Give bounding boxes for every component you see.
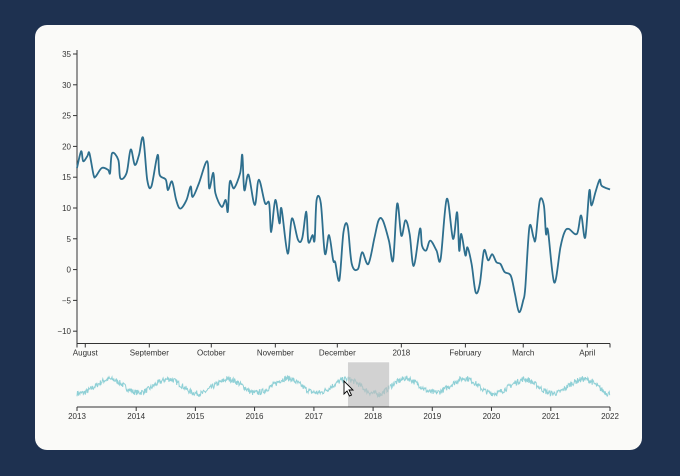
x-tick: November: [257, 343, 294, 358]
mouse-cursor-icon: [343, 379, 355, 397]
overview-x-tick: 2021: [542, 407, 560, 421]
x-tick-label: February: [449, 349, 481, 358]
x-tick: August: [73, 343, 99, 358]
x-tick: April: [579, 343, 595, 358]
y-tick: 10: [62, 204, 77, 213]
x-tick-label: March: [512, 349, 534, 358]
overview-x-tick: 2015: [186, 407, 205, 421]
y-tick: 30: [62, 81, 77, 90]
x-tick: September: [130, 343, 169, 358]
y-tick-label: 25: [62, 112, 71, 121]
y-tick: −5: [62, 296, 77, 305]
y-tick-label: 0: [67, 266, 72, 275]
x-tick-label: December: [319, 349, 356, 358]
y-tick-label: 10: [62, 204, 71, 213]
overview-series-line: [76, 374, 611, 399]
overview-x-tick-label: 2022: [601, 412, 619, 421]
x-tick-label: August: [73, 349, 99, 358]
y-tick-label: −5: [62, 296, 72, 305]
overview-x-tick: 2014: [127, 407, 146, 421]
y-tick: 20: [62, 142, 77, 151]
main-y-axis: 35 30 25 20 15 10 5 0 −5 −10: [57, 50, 78, 344]
overview-x-tick: 2020: [483, 407, 501, 421]
y-tick-label: 5: [67, 235, 72, 244]
x-tick-label: October: [197, 349, 226, 358]
main-series-line: [76, 136, 611, 314]
overview-x-tick-label: 2015: [186, 412, 204, 421]
brush-selection[interactable]: [347, 361, 390, 408]
overview-x-tick: 2022: [601, 407, 619, 421]
overview-x-tick-label: 2017: [305, 412, 323, 421]
overview-x-tick: 2013: [68, 407, 86, 421]
y-tick: 25: [62, 112, 77, 121]
x-tick: December: [319, 343, 356, 358]
x-tick-label: November: [257, 349, 294, 358]
y-tick: −10: [57, 327, 77, 336]
y-tick-label: 15: [62, 173, 71, 182]
x-tick: 2018: [392, 343, 411, 358]
overview-x-tick: 2016: [246, 407, 264, 421]
chart-card: [35, 25, 642, 450]
y-tick: 15: [62, 173, 77, 182]
y-tick: 5: [67, 235, 77, 244]
x-tick: March: [512, 343, 534, 358]
overview-x-tick-label: 2018: [364, 412, 382, 421]
overview-x-tick-label: 2016: [246, 412, 264, 421]
overview-x-tick-label: 2020: [483, 412, 501, 421]
overview-x-tick: 2017: [305, 407, 323, 421]
y-tick: 0: [67, 266, 77, 275]
x-tick: October: [197, 343, 226, 358]
y-tick-label: 30: [62, 81, 71, 90]
y-tick-label: 35: [62, 50, 71, 59]
y-tick-label: −10: [57, 327, 71, 336]
x-tick-label: September: [130, 349, 169, 358]
overview-x-tick-label: 2021: [542, 412, 560, 421]
overview-x-tick: 2018: [364, 407, 383, 421]
overview-x-axis: 2013 2014 2015 2016 2017 2018 2019 2020 2021 2022: [68, 406, 619, 421]
overview-x-tick-label: 2013: [68, 412, 86, 421]
y-tick: 35: [62, 50, 77, 59]
x-tick: February: [449, 343, 481, 358]
overview-x-tick-label: 2019: [423, 412, 441, 421]
main-x-axis: August September October November December 20…: [73, 343, 611, 358]
x-tick-label: April: [579, 349, 595, 358]
overview-x-tick: 2019: [423, 407, 442, 421]
overview-x-tick-label: 2014: [127, 412, 145, 421]
y-tick-label: 20: [62, 142, 71, 151]
x-tick-label: 2018: [392, 349, 410, 358]
